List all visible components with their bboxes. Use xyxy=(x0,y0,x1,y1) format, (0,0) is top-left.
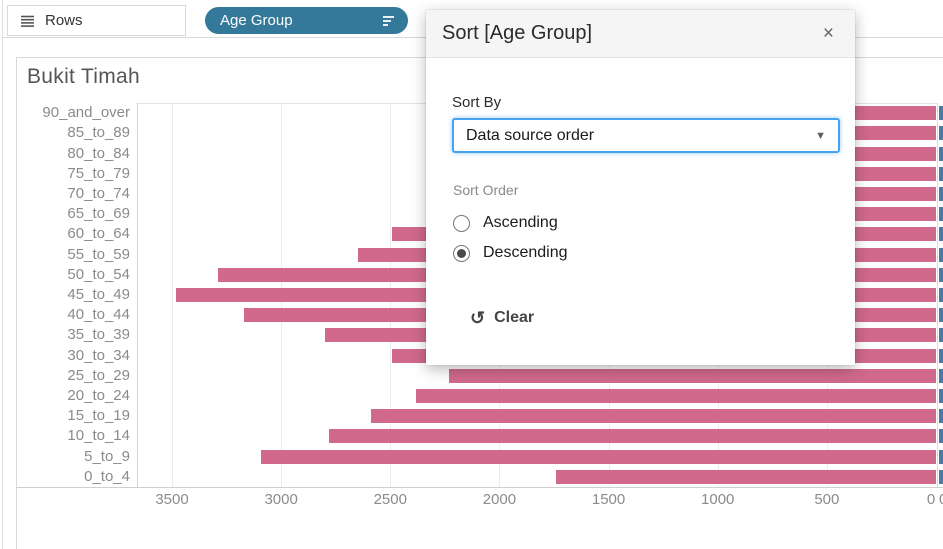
y-axis-label[interactable]: 30_to_34 xyxy=(67,346,130,364)
x-axis-tick-label: 1000 xyxy=(701,491,735,508)
y-axis-label[interactable]: 90_and_over xyxy=(42,104,130,122)
sort-by-label: Sort By xyxy=(452,94,502,111)
y-axis-label[interactable]: 10_to_14 xyxy=(67,427,130,445)
adjacent-panel-bar[interactable] xyxy=(939,348,943,363)
adjacent-panel-bar[interactable] xyxy=(939,106,943,121)
pill-label: Age Group xyxy=(220,12,293,29)
bar[interactable] xyxy=(449,368,936,383)
bar[interactable] xyxy=(416,389,936,404)
rows-shelf-label-box: Rows xyxy=(7,5,186,36)
adjacent-panel-bar[interactable] xyxy=(939,429,943,444)
adjacent-panel-bar[interactable] xyxy=(939,227,943,242)
y-axis-label[interactable]: 40_to_44 xyxy=(67,306,130,324)
rows-shelf-label: Rows xyxy=(45,12,83,29)
sort-dialog-header: Sort [Age Group] × xyxy=(426,10,855,58)
y-axis-label[interactable]: 50_to_54 xyxy=(67,265,130,283)
x-axis-tick-label: 2000 xyxy=(482,491,517,508)
bar[interactable] xyxy=(261,449,936,464)
radio-descending[interactable]: Descending xyxy=(453,244,568,262)
sort-by-dropdown-value: Data source order xyxy=(466,126,595,144)
x-axis-tick-label: 0 xyxy=(926,491,936,508)
adjacent-panel-bar[interactable] xyxy=(939,469,943,484)
adjacent-panel-bar[interactable] xyxy=(939,449,943,464)
y-axis-label[interactable]: 5_to_9 xyxy=(84,447,130,465)
gridline xyxy=(172,103,173,487)
y-axis-label[interactable]: 65_to_69 xyxy=(67,205,130,223)
radio-circle-icon[interactable] xyxy=(453,244,470,262)
adjacent-panel-bar[interactable] xyxy=(939,207,943,222)
sort-order-label: Sort Order xyxy=(453,182,519,198)
adjacent-panel-bar[interactable] xyxy=(939,328,943,343)
sort-dialog-title: Sort [Age Group] xyxy=(442,22,593,44)
y-axis-label[interactable]: 80_to_84 xyxy=(67,144,130,162)
x-axis-tick-label: 500 xyxy=(814,491,840,508)
y-axis-label[interactable]: 35_to_39 xyxy=(67,326,130,344)
radio-circle-icon[interactable] xyxy=(453,214,470,232)
y-axis-label[interactable]: 0_to_4 xyxy=(84,467,130,485)
age-group-pill[interactable]: Age Group xyxy=(205,7,408,34)
x-axis-line xyxy=(16,487,943,488)
x-axis-tick-label: 1500 xyxy=(591,491,626,508)
y-axis-label[interactable]: 45_to_49 xyxy=(67,286,130,303)
adjacent-panel-bar[interactable] xyxy=(939,247,943,262)
y-axis-label[interactable]: 85_to_89 xyxy=(67,124,130,142)
adjacent-panel-bar[interactable] xyxy=(939,308,943,323)
clear-button-label: Clear xyxy=(494,309,535,326)
adjacent-panel-bar[interactable] xyxy=(939,409,943,424)
x-axis-tick-label: 3000 xyxy=(264,491,298,508)
pane-left-border xyxy=(2,0,3,549)
y-axis-label[interactable]: 25_to_29 xyxy=(67,366,130,384)
dropdown-caret-icon: ▼ xyxy=(815,129,826,142)
adjacent-panel-bar[interactable] xyxy=(939,166,943,181)
adjacent-panel-bar[interactable] xyxy=(939,186,943,201)
adjacent-panel-bar[interactable] xyxy=(939,368,943,383)
adjacent-panel-bar[interactable] xyxy=(939,288,943,302)
x-axis-tick-label: 3500 xyxy=(155,491,189,508)
x-axis-tick-label: 2500 xyxy=(373,491,407,508)
sort-descending-icon[interactable] xyxy=(381,15,395,27)
adjacent-panel-bar[interactable] xyxy=(939,267,943,282)
y-axis-label[interactable]: 70_to_74 xyxy=(67,184,130,202)
sheet-left-border xyxy=(16,57,17,549)
sheet-title: Bukit Timah xyxy=(27,65,141,88)
radio-ascending[interactable]: Ascending xyxy=(453,214,558,232)
adjacent-panel-bar[interactable] xyxy=(939,389,943,404)
y-axis-label[interactable]: 60_to_64 xyxy=(67,225,130,243)
adjacent-panel-tick-label: 0 xyxy=(939,491,943,508)
sort-by-dropdown[interactable]: Data source order ▼ xyxy=(452,118,840,153)
sort-dialog: Sort [Age Group] × Sort By Data source o… xyxy=(426,10,855,365)
adjacent-panel-bar[interactable] xyxy=(939,146,943,161)
y-axis-label[interactable]: 15_to_19 xyxy=(67,407,130,425)
y-axis-label[interactable]: 55_to_59 xyxy=(67,245,130,263)
undo-icon: ↺ xyxy=(470,308,486,328)
bar[interactable] xyxy=(556,469,936,484)
y-axis-label[interactable]: 75_to_79 xyxy=(67,164,130,182)
adjacent-panel-bar[interactable] xyxy=(939,126,943,141)
bar[interactable] xyxy=(329,429,936,444)
rows-icon xyxy=(21,15,35,27)
close-icon[interactable]: × xyxy=(822,23,834,44)
radio-descending-label: Descending xyxy=(483,244,568,261)
clear-button[interactable]: ↺ Clear xyxy=(470,309,534,327)
panel-divider xyxy=(937,103,938,487)
bar[interactable] xyxy=(370,409,936,424)
y-axis-label[interactable]: 20_to_24 xyxy=(67,387,130,405)
radio-ascending-label: Ascending xyxy=(483,214,558,231)
y-axis-line xyxy=(137,103,138,487)
